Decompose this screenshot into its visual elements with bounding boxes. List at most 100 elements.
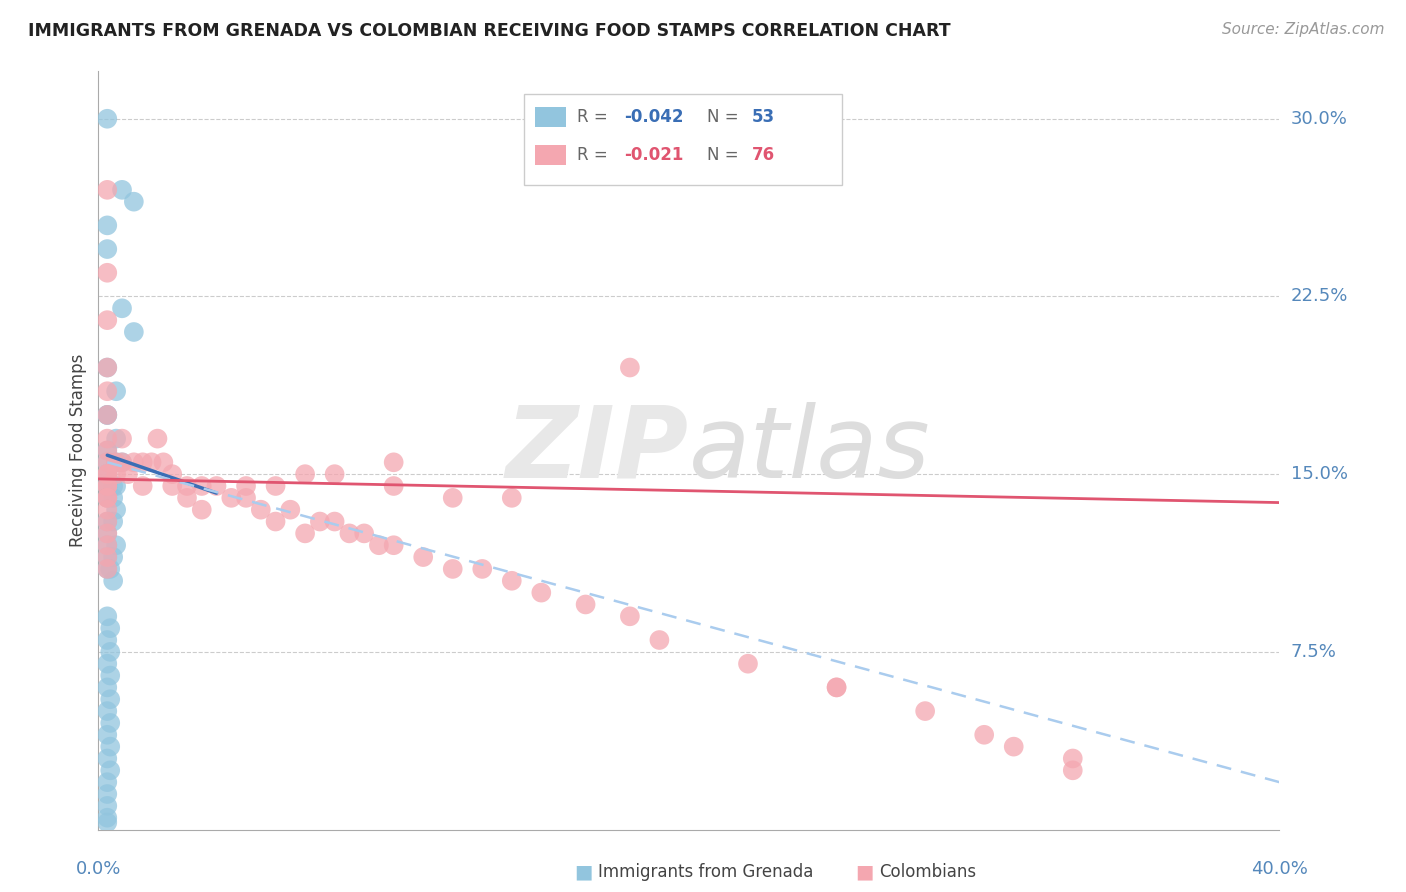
- Point: [105, 467, 128, 482]
- Point: [98, 764, 121, 778]
- Point: [98, 668, 121, 682]
- Point: [353, 526, 375, 541]
- Text: ■: ■: [855, 863, 875, 882]
- Point: [309, 515, 332, 529]
- Point: [96, 443, 118, 458]
- Text: ZIP: ZIP: [506, 402, 689, 499]
- Point: [973, 728, 995, 742]
- Point: [96, 183, 118, 197]
- Point: [96, 467, 118, 482]
- Point: [96, 112, 118, 126]
- Point: [382, 538, 405, 552]
- Point: [501, 574, 523, 588]
- Point: [96, 550, 118, 565]
- Point: [162, 479, 183, 493]
- Text: -0.042: -0.042: [624, 108, 683, 126]
- Point: [412, 550, 434, 565]
- Text: 76: 76: [752, 145, 775, 164]
- Point: [648, 633, 671, 648]
- Text: N =: N =: [707, 145, 744, 164]
- Point: [122, 194, 145, 209]
- FancyBboxPatch shape: [523, 95, 842, 186]
- Point: [323, 515, 346, 529]
- Point: [105, 455, 128, 469]
- Point: [96, 313, 118, 327]
- Point: [117, 467, 139, 482]
- Text: atlas: atlas: [689, 402, 931, 499]
- Point: [122, 455, 145, 469]
- Text: 53: 53: [752, 108, 775, 126]
- Point: [146, 432, 169, 446]
- Point: [221, 491, 243, 505]
- Point: [96, 609, 118, 624]
- Point: [152, 455, 174, 469]
- Text: -0.021: -0.021: [624, 145, 683, 164]
- Text: R =: R =: [576, 145, 613, 164]
- Point: [368, 538, 391, 552]
- Point: [737, 657, 759, 671]
- Point: [96, 550, 118, 565]
- Point: [132, 455, 155, 469]
- Point: [96, 798, 118, 813]
- Point: [264, 515, 287, 529]
- Point: [103, 515, 125, 529]
- Text: 15.0%: 15.0%: [1291, 465, 1347, 483]
- Point: [96, 467, 118, 482]
- Point: [96, 266, 118, 280]
- FancyBboxPatch shape: [536, 145, 567, 165]
- Text: IMMIGRANTS FROM GRENADA VS COLOMBIAN RECEIVING FOOD STAMPS CORRELATION CHART: IMMIGRANTS FROM GRENADA VS COLOMBIAN REC…: [28, 22, 950, 40]
- Point: [471, 562, 494, 576]
- Text: N =: N =: [707, 108, 744, 126]
- Text: 22.5%: 22.5%: [1291, 287, 1348, 305]
- Point: [191, 479, 214, 493]
- Point: [619, 360, 641, 375]
- Point: [235, 479, 257, 493]
- Point: [98, 562, 121, 576]
- Point: [96, 491, 118, 505]
- Point: [96, 815, 118, 830]
- Point: [96, 633, 118, 648]
- Point: [205, 479, 228, 493]
- Point: [96, 432, 118, 446]
- Point: [105, 538, 128, 552]
- Point: [382, 455, 405, 469]
- Point: [96, 728, 118, 742]
- Point: [96, 467, 118, 482]
- Point: [96, 491, 118, 505]
- Point: [501, 491, 523, 505]
- Point: [96, 515, 118, 529]
- Text: 30.0%: 30.0%: [1291, 110, 1347, 128]
- Point: [98, 645, 121, 659]
- Point: [105, 455, 128, 469]
- Point: [96, 242, 118, 256]
- Point: [280, 502, 302, 516]
- Point: [111, 183, 134, 197]
- Point: [339, 526, 361, 541]
- Point: [575, 598, 598, 612]
- Point: [96, 538, 118, 552]
- Point: [96, 360, 118, 375]
- Point: [619, 609, 641, 624]
- Point: [96, 751, 118, 765]
- Point: [103, 491, 125, 505]
- Point: [105, 432, 128, 446]
- Point: [1062, 751, 1084, 765]
- Point: [96, 479, 118, 493]
- Point: [825, 681, 848, 695]
- Point: [96, 811, 118, 825]
- Point: [132, 479, 155, 493]
- Point: [103, 574, 125, 588]
- Point: [105, 502, 128, 516]
- Text: 40.0%: 40.0%: [1251, 860, 1308, 878]
- Point: [1062, 764, 1084, 778]
- Text: Source: ZipAtlas.com: Source: ZipAtlas.com: [1222, 22, 1385, 37]
- Point: [191, 502, 214, 516]
- Point: [96, 479, 118, 493]
- Point: [96, 502, 118, 516]
- Point: [96, 681, 118, 695]
- Point: [105, 479, 128, 493]
- Point: [96, 455, 118, 469]
- Point: [530, 585, 553, 599]
- Point: [98, 692, 121, 706]
- Text: Immigrants from Grenada: Immigrants from Grenada: [598, 863, 813, 881]
